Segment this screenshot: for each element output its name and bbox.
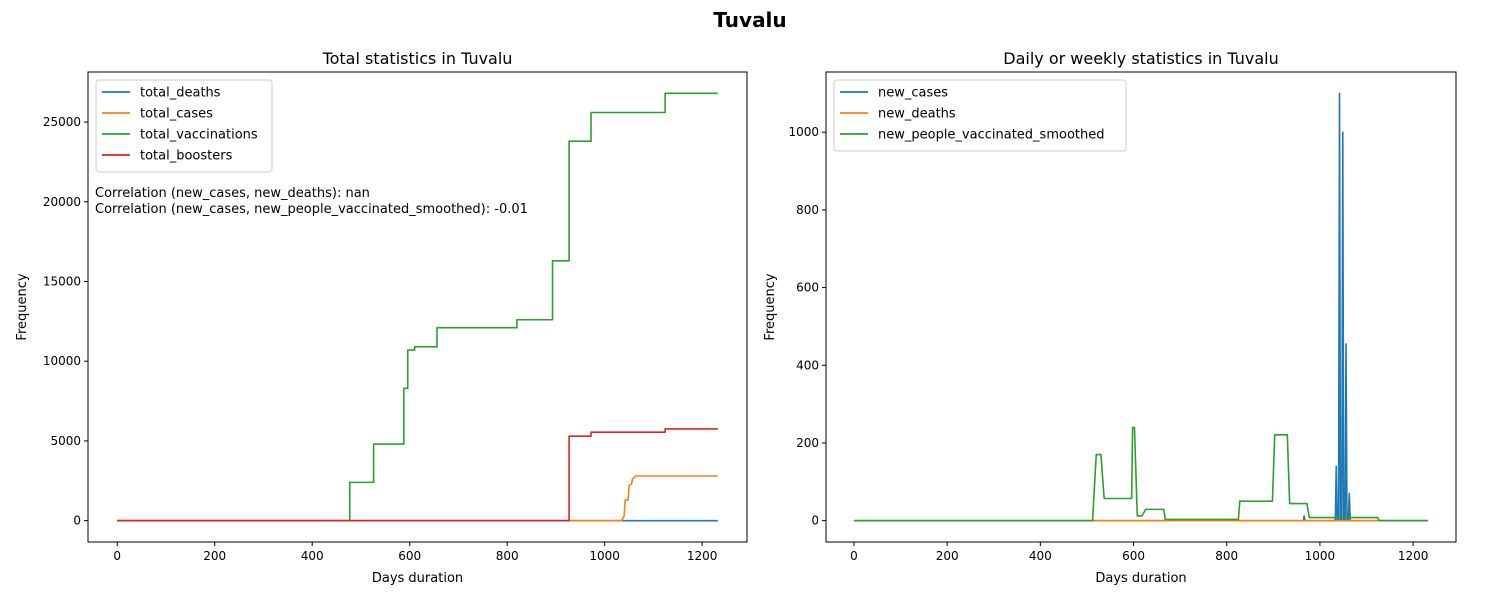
y-tick-label: 0 [811,514,819,528]
correlation-annotation: Correlation (new_cases, new_deaths): nan [95,186,370,201]
plot-frame [825,71,1457,543]
y-axis-label: Frequency [15,273,30,340]
series-line-new_cases [853,92,1429,522]
chart-title: Total statistics in Tuvalu [322,49,513,68]
y-tick-label: 25000 [43,115,81,129]
legend-entry-total_vaccinations: total_vaccinations [140,128,258,143]
plot-lines [853,92,1429,522]
y-tick-label: 600 [796,281,819,295]
x-tick-label: 200 [936,549,959,563]
legend-box [95,79,273,173]
y-axis-label: Frequency [763,273,778,340]
series-line-total_vaccinations [117,92,718,522]
legend-entry-new_deaths: new_deaths [878,107,956,122]
series-line-total_cases [117,475,718,522]
x-tick-label: 200 [203,549,226,563]
legend-entry-total_cases: total_cases [140,107,213,122]
y-tick-label: 400 [796,358,819,372]
legend-entry-new_people_vaccinated_smoothed: new_people_vaccinated_smoothed [878,128,1104,143]
y-tick-label: 5000 [50,434,81,448]
x-axis-label: Days duration [1095,571,1186,586]
legend: total_deaths total_cases total_vaccination… [95,79,273,173]
x-tick-label: 400 [1029,549,1052,563]
y-tick-label: 20000 [43,195,81,209]
y-tick-label: 200 [796,436,819,450]
x-tick-label: 1000 [589,549,620,563]
series-line-total_boosters [117,428,718,522]
legend: new_cases new_deaths new_people_vaccinated… [833,79,1127,152]
series-line-new_people_vaccinated_smoothed [853,426,1429,522]
y-tick-label: 0 [73,514,81,528]
y-tick-label: 10000 [43,354,81,368]
chart-title: Daily or weekly statistics in Tuvalu [1003,49,1278,68]
x-tick-label: 0 [113,549,121,563]
x-tick-label: 1000 [1305,549,1336,563]
legend-entry-total_boosters: total_boosters [140,149,233,164]
x-tick-label: 600 [398,549,421,563]
legend-box [833,79,1127,152]
chart-1: Total statistics in Tuvalu 0 200 400 600 800 1… [15,49,748,586]
figure-title: Tuvalu [713,8,787,32]
x-tick-label: 800 [496,549,519,563]
y-tick-label: 15000 [43,274,81,288]
legend-entry-new_cases: new_cases [878,86,948,101]
plot-lines [117,92,718,522]
x-tick-label: 1200 [687,549,718,563]
x-tick-label: 0 [850,549,858,563]
chart-2: Daily or weekly statistics in Tuvalu 0 200… [763,49,1457,586]
legend-entry-total_deaths: total_deaths [140,86,221,101]
correlation-annotation: Correlation (new_cases, new_people_vacci… [95,202,528,217]
x-tick-label: 400 [301,549,324,563]
y-tick-label: 1000 [788,125,819,139]
x-axis-label: Days duration [372,571,463,586]
x-tick-label: 600 [1122,549,1145,563]
plot-frame [87,71,748,543]
x-tick-label: 1200 [1398,549,1429,563]
y-tick-label: 800 [796,203,819,217]
x-tick-label: 800 [1215,549,1238,563]
